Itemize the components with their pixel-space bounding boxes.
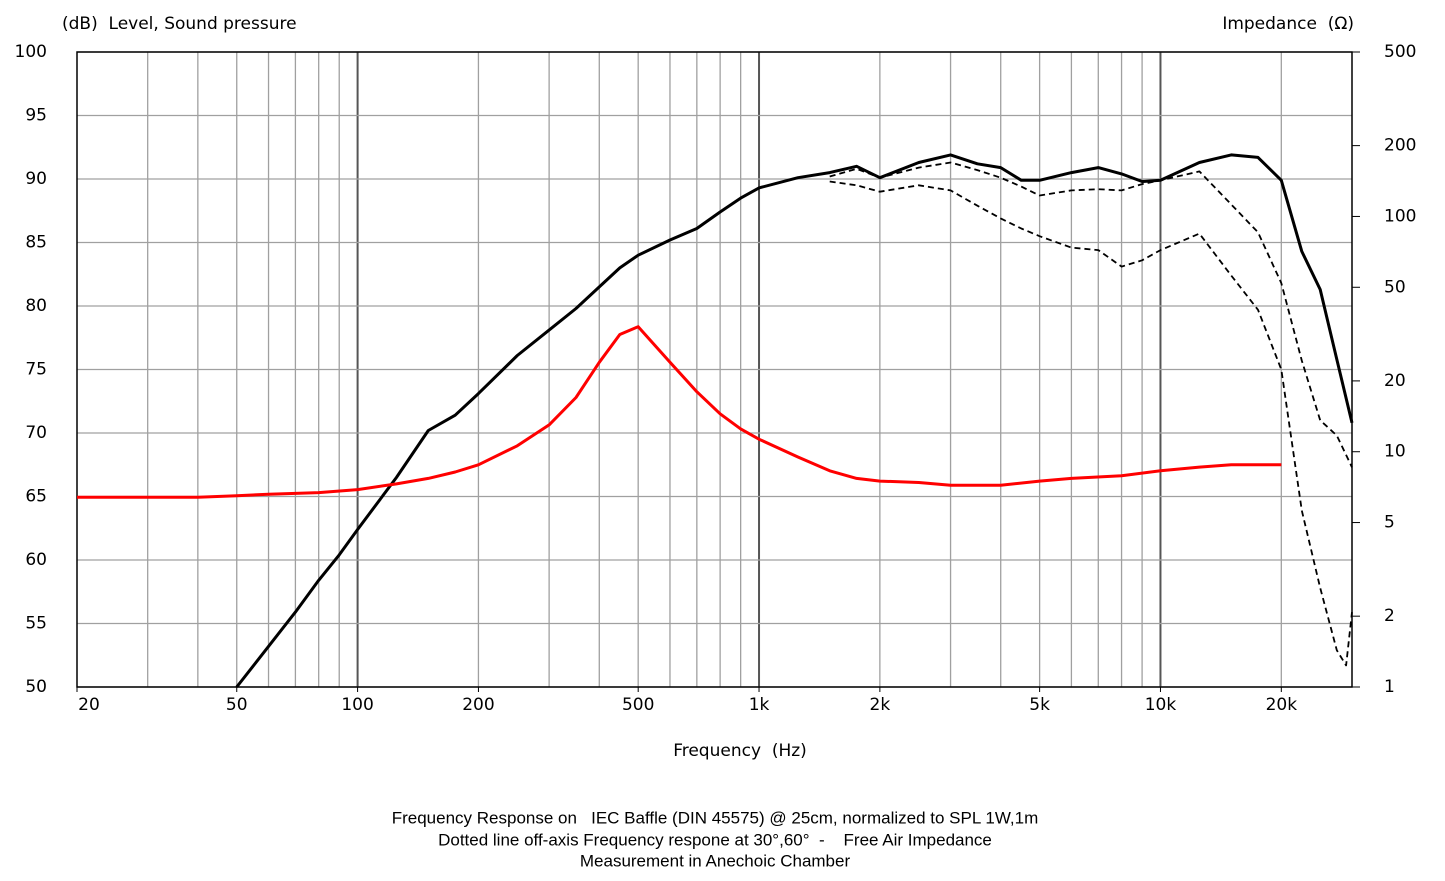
- series-line: [829, 180, 1353, 667]
- y2-tick-label: 500: [1384, 42, 1416, 62]
- x-tick-label: 20k: [1266, 695, 1298, 715]
- x-tick-label: 2k: [870, 695, 891, 715]
- y2-axis-label: Impedance (Ω): [1222, 14, 1354, 34]
- x-tick-label: 200: [462, 695, 494, 715]
- y2-tick-label: 20: [1384, 371, 1406, 391]
- x-tick-label: 50: [226, 695, 248, 715]
- x-tick-label: 5k: [1029, 695, 1050, 715]
- y2-tick-label: 1: [1384, 677, 1395, 697]
- y2-tick-label: 200: [1384, 136, 1416, 156]
- y-tick-label: 70: [25, 423, 47, 443]
- series-line: [829, 161, 1353, 468]
- y-tick-label: 80: [25, 296, 47, 316]
- note: Measurement in Anechoic Chamber: [580, 851, 851, 870]
- y-axis-label: (dB) Level, Sound pressure: [62, 14, 297, 34]
- x-tick-label: 100: [341, 695, 373, 715]
- y-tick-label: 50: [25, 677, 47, 697]
- y2-tick-label: 50: [1384, 277, 1406, 297]
- x-tick-label: 10k: [1145, 695, 1177, 715]
- y2-tick-label: 100: [1384, 206, 1416, 226]
- x-tick-label: 20: [78, 695, 100, 715]
- series-line: [77, 325, 1282, 499]
- x-tick-label: 1k: [749, 695, 770, 715]
- y2-tick-label: 10: [1384, 442, 1406, 462]
- plot-frame: [76, 51, 1353, 688]
- series-line: [235, 153, 1354, 688]
- y2-tick-label: 2: [1384, 606, 1395, 626]
- y-tick-label: 75: [25, 360, 47, 380]
- x-axis-label: Frequency (Hz): [673, 741, 807, 761]
- y-tick-label: 65: [25, 487, 47, 507]
- y-tick-label: 90: [25, 169, 47, 189]
- note: Dotted line off-axis Frequency respone a…: [438, 830, 992, 849]
- y-tick-label: 100: [15, 42, 47, 62]
- y2-tick-label: 5: [1384, 513, 1395, 533]
- note: Frequency Response on IEC Baffle (DIN 45…: [392, 808, 1039, 827]
- y-tick-label: 60: [25, 550, 47, 570]
- y-tick-label: 55: [25, 614, 47, 634]
- y-tick-label: 95: [25, 106, 47, 126]
- y-tick-label: 85: [25, 233, 47, 253]
- x-tick-label: 500: [622, 695, 654, 715]
